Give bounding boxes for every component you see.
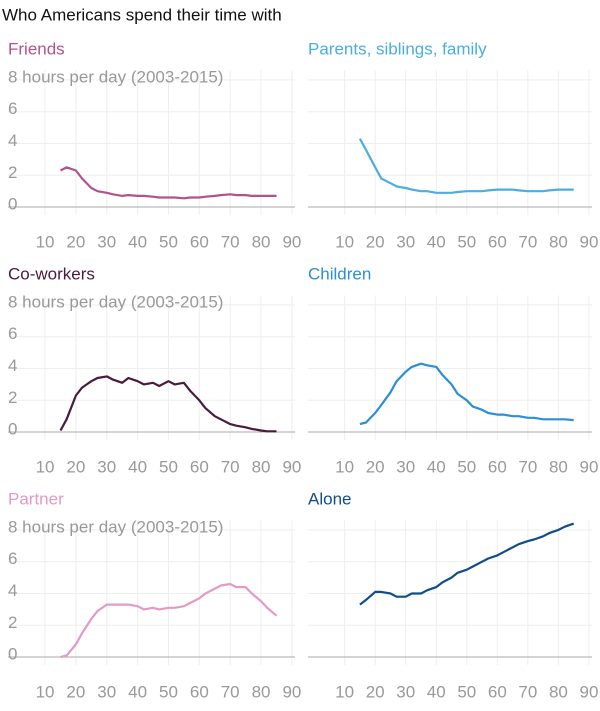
series-line bbox=[358, 138, 574, 194]
x-tick-label: 90 bbox=[579, 682, 598, 701]
x-tick-label: 50 bbox=[457, 682, 476, 701]
x-tick-label: 40 bbox=[128, 682, 147, 701]
x-tick-label: 90 bbox=[282, 457, 301, 476]
x-tick-label: 50 bbox=[457, 457, 476, 476]
x-tick-label: 10 bbox=[36, 682, 55, 701]
x-tick-label: 30 bbox=[396, 232, 415, 251]
x-tick-label: 20 bbox=[66, 457, 85, 476]
series-line bbox=[59, 375, 277, 433]
x-tick-label: 10 bbox=[36, 457, 55, 476]
series-line bbox=[359, 362, 574, 426]
y-tick-label: 8 hours per day (2003-2015) bbox=[8, 292, 223, 311]
x-tick-label: 70 bbox=[518, 457, 537, 476]
x-tick-label: 60 bbox=[190, 682, 209, 701]
x-tick-label: 30 bbox=[97, 682, 116, 701]
x-tick-label: 10 bbox=[335, 457, 354, 476]
x-tick-label: 10 bbox=[36, 232, 55, 251]
x-tick-label: 10 bbox=[335, 232, 354, 251]
panel-title: Friends bbox=[8, 39, 65, 58]
x-tick-label: 70 bbox=[221, 232, 240, 251]
x-tick-label: 70 bbox=[518, 232, 537, 251]
x-tick-label: 90 bbox=[579, 232, 598, 251]
y-tick-label: 4 bbox=[8, 356, 17, 375]
x-tick-label: 20 bbox=[366, 682, 385, 701]
x-tick-label: 60 bbox=[488, 457, 507, 476]
y-tick-label: 6 bbox=[8, 324, 17, 343]
x-tick-label: 60 bbox=[488, 232, 507, 251]
y-tick-label: 0 bbox=[8, 195, 17, 214]
x-tick-label: 50 bbox=[457, 232, 476, 251]
x-tick-label: 90 bbox=[282, 682, 301, 701]
x-tick-label: 30 bbox=[97, 232, 116, 251]
panel-title: Co-workers bbox=[8, 264, 95, 283]
x-tick-label: 40 bbox=[128, 232, 147, 251]
x-tick-label: 30 bbox=[97, 457, 116, 476]
x-tick-label: 40 bbox=[427, 232, 446, 251]
series-line bbox=[59, 166, 277, 200]
series-line bbox=[60, 582, 278, 659]
x-tick-label: 80 bbox=[252, 457, 271, 476]
x-tick-label: 60 bbox=[488, 682, 507, 701]
x-tick-label: 40 bbox=[427, 682, 446, 701]
panel-title: Alone bbox=[308, 489, 351, 508]
x-tick-label: 70 bbox=[221, 682, 240, 701]
x-tick-label: 50 bbox=[159, 457, 178, 476]
x-tick-label: 30 bbox=[396, 457, 415, 476]
panel-title: Children bbox=[308, 264, 371, 283]
x-tick-label: 70 bbox=[221, 457, 240, 476]
x-tick-label: 40 bbox=[128, 457, 147, 476]
x-tick-label: 20 bbox=[66, 232, 85, 251]
y-tick-label: 8 hours per day (2003-2015) bbox=[8, 517, 223, 536]
x-tick-label: 80 bbox=[549, 232, 568, 251]
x-tick-label: 80 bbox=[252, 682, 271, 701]
x-tick-label: 70 bbox=[518, 682, 537, 701]
chart-title: Who Americans spend their time with bbox=[2, 5, 282, 24]
y-tick-label: 2 bbox=[8, 388, 17, 407]
x-tick-label: 80 bbox=[549, 682, 568, 701]
x-tick-label: 90 bbox=[282, 232, 301, 251]
y-tick-label: 0 bbox=[8, 645, 17, 664]
x-tick-label: 20 bbox=[366, 457, 385, 476]
y-tick-label: 4 bbox=[8, 581, 17, 600]
x-tick-label: 20 bbox=[66, 682, 85, 701]
x-tick-label: 60 bbox=[190, 457, 209, 476]
x-tick-label: 60 bbox=[190, 232, 209, 251]
panel-title: Partner bbox=[8, 489, 64, 508]
y-tick-label: 8 hours per day (2003-2015) bbox=[8, 67, 223, 86]
y-tick-label: 0 bbox=[8, 420, 17, 439]
x-tick-label: 50 bbox=[159, 682, 178, 701]
x-tick-label: 20 bbox=[366, 232, 385, 251]
y-tick-label: 6 bbox=[8, 549, 17, 568]
x-tick-label: 80 bbox=[252, 232, 271, 251]
x-tick-label: 40 bbox=[427, 457, 446, 476]
series-line bbox=[359, 522, 575, 606]
panel-title: Parents, siblings, family bbox=[308, 39, 487, 58]
x-tick-label: 80 bbox=[549, 457, 568, 476]
x-tick-label: 90 bbox=[579, 457, 598, 476]
y-tick-label: 2 bbox=[8, 163, 17, 182]
y-tick-label: 6 bbox=[8, 99, 17, 118]
y-tick-label: 2 bbox=[8, 613, 17, 632]
x-tick-label: 30 bbox=[396, 682, 415, 701]
x-tick-label: 10 bbox=[335, 682, 354, 701]
y-tick-label: 4 bbox=[8, 131, 17, 150]
x-tick-label: 50 bbox=[159, 232, 178, 251]
